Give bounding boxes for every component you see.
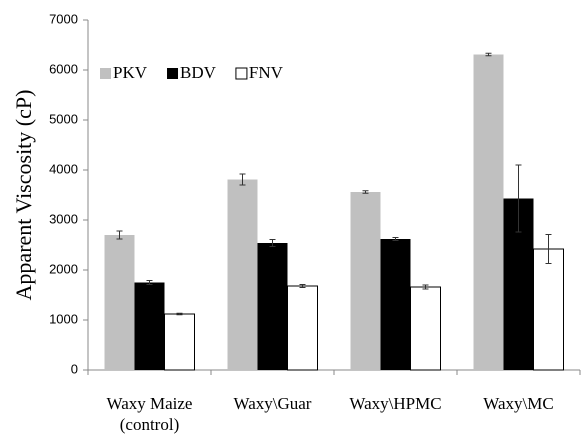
- bar: [227, 179, 258, 370]
- legend-label: PKV: [113, 63, 148, 82]
- error-bar: [269, 239, 276, 247]
- bar: [380, 239, 411, 370]
- error-bar: [422, 284, 429, 290]
- legend-swatch: [235, 67, 248, 80]
- error-bar: [146, 280, 153, 285]
- y-tick-label: 6000: [49, 61, 78, 76]
- bar: [410, 286, 441, 371]
- error-bar: [545, 234, 552, 264]
- bar: [350, 192, 381, 370]
- bar: [533, 248, 564, 371]
- x-tick-label: Waxy\Guar: [233, 394, 312, 413]
- legend-swatch: [100, 68, 111, 79]
- error-bar: [362, 190, 369, 194]
- y-tick-label: 3000: [49, 211, 78, 226]
- bar: [473, 54, 504, 370]
- error-bar: [392, 237, 399, 241]
- x-tick-label: Waxy\MC: [483, 394, 554, 413]
- y-tick-label: 4000: [49, 161, 78, 176]
- y-tick-label: 0: [71, 361, 78, 376]
- legend-label: FNV: [249, 63, 284, 82]
- x-tick-label: Waxy Maize (control): [106, 394, 193, 434]
- error-bar: [239, 173, 246, 186]
- y-axis-label: Apparent Viscosity (cP): [11, 90, 36, 301]
- error-bar: [299, 284, 306, 288]
- error-bar: [176, 312, 183, 316]
- bar: [134, 282, 165, 370]
- error-bar: [485, 52, 492, 57]
- bar: [164, 313, 195, 371]
- y-tick-label: 2000: [49, 261, 78, 276]
- bar: [104, 235, 135, 370]
- bar: [287, 285, 318, 371]
- y-tick-label: 5000: [49, 111, 78, 126]
- x-tick-label: Waxy\HPMC: [349, 394, 442, 413]
- error-bar: [515, 164, 522, 233]
- y-tick-label: 1000: [49, 311, 78, 326]
- legend-swatch: [167, 68, 179, 79]
- y-tick-label: 7000: [49, 11, 78, 26]
- legend-label: BDV: [180, 63, 217, 82]
- error-bar: [116, 230, 123, 240]
- bar: [257, 243, 288, 370]
